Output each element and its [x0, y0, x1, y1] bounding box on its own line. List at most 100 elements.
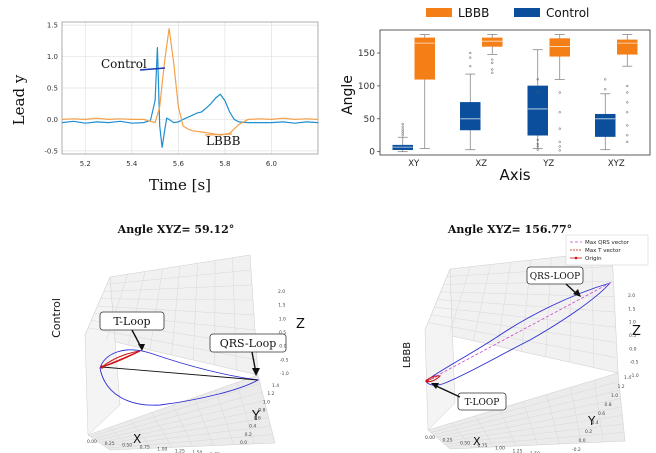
box-lbbb-xy	[414, 34, 435, 149]
grid-line	[594, 380, 604, 443]
ecg-x-label: Time [s]	[149, 176, 211, 194]
vcg2-y-ticks: -0.2 0.0 0.20.4 0.60.8 1.01.2 1.4	[572, 375, 631, 453]
box-outlier	[401, 130, 404, 133]
box-iqr	[482, 37, 503, 47]
box-outlier	[536, 145, 539, 148]
vcg1-z-axis: Z	[296, 317, 305, 332]
vcg-lbbb-3d: Angle XYZ= 156.77° Max QRS vector Max T …	[402, 223, 649, 453]
grid-line	[438, 406, 622, 440]
vcg2-tloop-label: T-LOOP	[465, 398, 500, 408]
vcg1-z-ticks: -1.0 -0.5 0.0 0.5 1.0 1.5 2.0	[278, 289, 289, 377]
tick-label-3: 0.75	[477, 443, 487, 449]
tick-label-4: 0.8	[258, 407, 265, 413]
vcg2-t-loop	[425, 375, 441, 383]
ecg-series	[61, 28, 319, 148]
grid-line	[546, 394, 560, 445]
vcg2-qrs-loop	[425, 282, 612, 386]
tick-label-3: 0.75	[140, 445, 150, 451]
box-outlier	[626, 84, 629, 88]
tick-label-3: 0.5	[279, 330, 286, 336]
box-outlier	[491, 68, 494, 71]
vcg2-origin	[425, 379, 429, 383]
box-y-ticks: 0 50 100 150	[358, 49, 380, 158]
vcg1-qrsloop-label: QRS-Loop	[220, 337, 277, 350]
box-x-ticks: XY XZ YZ XYZ	[408, 159, 625, 169]
box-iqr	[527, 85, 548, 136]
ecg-lead-y-chart: 5.2 5.4 5.6 5.8 6.0 -0.50.00.51.01.5 Lead y …	[10, 21, 319, 194]
tick-label-2: 0.0	[279, 344, 286, 350]
box-outlier	[536, 91, 539, 94]
box-x-tick-xy: XY	[408, 159, 420, 169]
box-legend: LBBB Control	[426, 6, 589, 20]
vcg2-x-axis: X	[473, 435, 481, 448]
box-control-xz	[460, 51, 481, 151]
tick-label-4: 1.0	[279, 316, 286, 322]
vcg2-max-qrs-vector	[426, 282, 611, 382]
tick-label-7: 1.4	[272, 383, 279, 389]
tick-label-6: 1.50	[530, 451, 540, 453]
ecg-annotation-lbbb: LBBB	[206, 134, 241, 148]
tick-label-1: 0.25	[105, 441, 115, 447]
ecg-y-tick-1: 0.0	[47, 116, 58, 124]
legend-swatch-control	[514, 8, 540, 17]
grid-line	[103, 284, 253, 292]
box-outlier	[401, 122, 404, 126]
box-outlier	[626, 124, 629, 127]
tick-label-0: -0.2	[572, 447, 581, 453]
vcg2-z-ticks: -1.0 -0.5 0.0 0.5 1.0 1.5 2.0	[628, 293, 639, 379]
box-outlier	[626, 134, 629, 137]
grid-line	[570, 387, 582, 444]
tick-label-2: 0.50	[122, 443, 132, 449]
tick-label-0: 0.00	[425, 435, 435, 441]
box-lbbb-xyz	[617, 34, 638, 143]
box-marks	[392, 34, 638, 153]
box-y-tick-1: 50	[364, 115, 376, 125]
box-y-tick-2: 100	[358, 82, 375, 92]
angle-box-plot: LBBB Control 0 50 100 150 XY XZ YZ XYZ Angle A…	[340, 6, 651, 184]
box-plot-frame	[379, 29, 651, 156]
ecg-x-ticks: 5.2 5.4 5.6 5.8 6.0	[80, 160, 277, 168]
ecg-x-tick-1: 5.4	[126, 160, 138, 168]
box-outlier	[536, 148, 539, 151]
vcg2-legend-max-t: Max T vector	[585, 248, 621, 254]
box-y-label: Angle	[340, 75, 356, 115]
vcg1-qrsloop-box	[209, 333, 287, 353]
vcg1-tloop-label: T-Loop	[113, 315, 150, 328]
vcg2-tloop-arrow	[433, 384, 461, 398]
legend-label-control: Control	[546, 6, 589, 20]
ecg-y-tick-0: -0.5	[44, 147, 58, 155]
box-outlier	[536, 138, 539, 142]
box-iqr	[460, 102, 481, 131]
grid-line	[591, 253, 595, 368]
tick-label-5: 1.25	[175, 448, 185, 453]
tick-label-0: 0.0	[240, 440, 247, 446]
vcg2-x-ticks: 0.00 0.25 0.50 0.75 1.00 1.25 1.50	[425, 435, 540, 453]
tick-label-6: 1.0	[611, 393, 618, 399]
grid-line	[98, 408, 267, 443]
box-outlier	[491, 71, 494, 74]
box-outlier	[401, 132, 404, 135]
vcg2-legend-max-qrs: Max QRS vector	[585, 240, 630, 246]
box-control-yz	[527, 49, 548, 151]
grid-line	[236, 382, 255, 444]
tick-label-5: 1.5	[278, 303, 285, 309]
box-iqr	[595, 113, 616, 137]
tick-label-5: 1.5	[628, 306, 635, 312]
vcg1-max-vector	[101, 366, 259, 381]
ecg-y-tick-3: 1.0	[47, 53, 58, 61]
legend-swatch-lbbb	[426, 8, 452, 17]
ecg-y-label: Lead y	[10, 74, 28, 125]
vcg2-max-t-vector	[426, 375, 439, 382]
box-outlier	[604, 88, 607, 91]
box-outlier	[401, 134, 404, 137]
box-outlier	[558, 149, 561, 152]
vcg2-y-axis: Y	[587, 414, 596, 428]
box-outlier	[491, 61, 494, 65]
box-outlier	[626, 140, 629, 143]
tick-label-2: 0.50	[460, 440, 470, 446]
grid-line	[106, 269, 252, 285]
box-outlier	[626, 91, 629, 94]
box-outlier	[626, 111, 629, 114]
ecg-line-control	[61, 47, 319, 148]
box-outlier	[558, 140, 561, 143]
